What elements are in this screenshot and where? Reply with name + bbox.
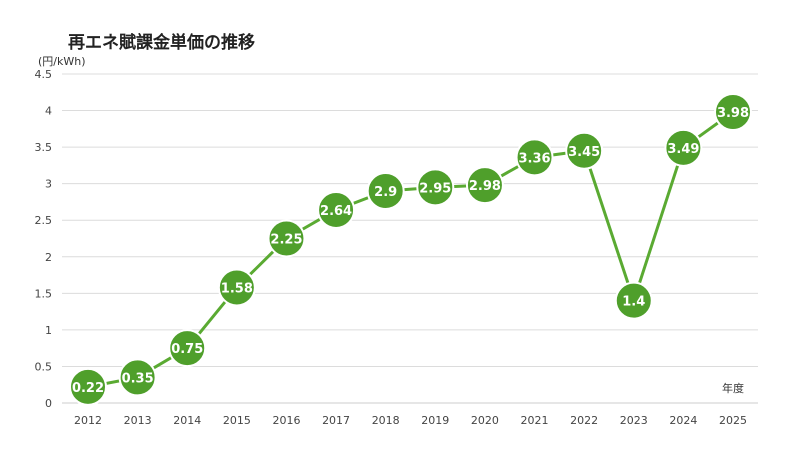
data-point-8 <box>465 166 504 205</box>
y-tick-label-6: 3 <box>45 178 52 191</box>
data-point-2 <box>168 329 207 368</box>
data-point-4 <box>267 219 306 258</box>
y-axis-unit-label: (円/kWh) <box>38 55 86 68</box>
chart-title: 再エネ賦課金単価の推移 <box>68 32 255 53</box>
data-point-1 <box>118 358 157 397</box>
data-point-13 <box>714 93 752 132</box>
data-label-0: 0.22 <box>72 381 104 396</box>
x-axis-ticks: 2012 2013 2014 2015 2016 2017 2018 2019 2020 2021… <box>74 414 747 427</box>
data-point-10 <box>565 131 604 170</box>
data-point-9 <box>515 138 554 177</box>
data-label-1: 0.35 <box>122 371 154 386</box>
data-point-11 <box>614 281 653 320</box>
data-label-7: 2.95 <box>419 181 451 196</box>
data-label-9: 3.36 <box>518 151 550 166</box>
data-point-7 <box>416 168 455 207</box>
y-tick-label-3: 1.5 <box>35 287 53 300</box>
y-tick-label-2: 1 <box>45 324 52 337</box>
x-tick-label-3: 2015 <box>223 414 251 427</box>
x-tick-label-1: 2013 <box>124 414 152 427</box>
data-label-4: 2.25 <box>270 233 302 248</box>
y-tick-label-1: 0.5 <box>35 360 53 373</box>
data-label-2: 0.75 <box>171 342 203 357</box>
x-tick-label-2: 2014 <box>173 414 201 427</box>
x-tick-label-7: 2019 <box>421 414 449 427</box>
x-tick-label-13: 2025 <box>719 414 747 427</box>
x-tick-label-0: 2012 <box>74 414 102 427</box>
y-axis-ticks: 0 0.5 1 1.5 2 2.5 3 3.5 4 4.5 <box>35 68 53 410</box>
data-label-10: 3.45 <box>568 145 600 160</box>
x-tick-label-11: 2023 <box>620 414 648 427</box>
data-label-8: 2.98 <box>469 179 501 194</box>
data-label-11: 1.4 <box>622 295 645 310</box>
y-tick-label-4: 2 <box>45 251 52 264</box>
data-label-3: 1.58 <box>221 281 253 296</box>
data-point-3 <box>217 268 256 307</box>
data-markers: 0.22 0.35 0.75 1.58 2.25 2.64 2.9 2.95 2.98 3.36 3… <box>69 93 752 406</box>
y-tick-label-5: 2.5 <box>35 214 53 227</box>
x-tick-label-5: 2017 <box>322 414 350 427</box>
y-tick-label-7: 3.5 <box>35 141 53 154</box>
data-point-6 <box>366 171 405 210</box>
data-label-13: 3.98 <box>717 106 749 121</box>
x-tick-label-12: 2024 <box>669 414 697 427</box>
y-tick-label-0: 0 <box>45 397 52 410</box>
y-tick-label-8: 4 <box>45 105 52 118</box>
data-label-12: 3.49 <box>667 142 699 157</box>
x-tick-label-6: 2018 <box>372 414 400 427</box>
x-tick-label-9: 2021 <box>521 414 549 427</box>
data-label-5: 2.64 <box>320 204 352 219</box>
y-tick-label-9: 4.5 <box>35 68 53 81</box>
x-tick-label-10: 2022 <box>570 414 598 427</box>
x-axis-title: 年度 <box>722 381 744 395</box>
data-point-0 <box>69 367 107 406</box>
x-tick-label-4: 2016 <box>272 414 300 427</box>
grid-lines <box>62 73 758 404</box>
x-tick-label-8: 2020 <box>471 414 499 427</box>
data-label-6: 2.9 <box>374 185 397 200</box>
data-point-5 <box>317 190 356 229</box>
data-point-12 <box>664 128 703 167</box>
